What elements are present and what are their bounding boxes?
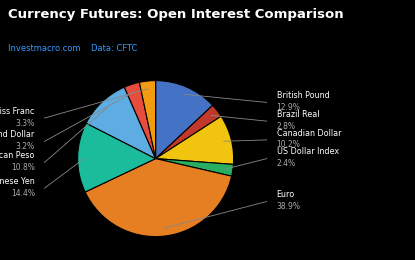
Text: Japanese Yen: Japanese Yen	[0, 177, 35, 186]
Text: New Zealand Dollar: New Zealand Dollar	[0, 130, 35, 139]
Text: British Pound: British Pound	[276, 91, 329, 100]
Text: Euro: Euro	[276, 190, 295, 199]
Text: 10.2%: 10.2%	[276, 140, 300, 150]
Text: US Dollar Index: US Dollar Index	[276, 147, 339, 157]
Wedge shape	[124, 82, 156, 159]
Wedge shape	[85, 159, 232, 237]
Wedge shape	[156, 81, 212, 159]
Text: 3.2%: 3.2%	[16, 142, 35, 151]
Text: Currency Futures: Open Interest Comparison: Currency Futures: Open Interest Comparis…	[8, 8, 344, 21]
Text: Swiss Franc: Swiss Franc	[0, 107, 35, 116]
Text: Mexican Peso: Mexican Peso	[0, 151, 35, 160]
Text: Canadian Dollar: Canadian Dollar	[276, 129, 341, 138]
Wedge shape	[156, 116, 234, 164]
Text: 12.9%: 12.9%	[276, 103, 300, 112]
Wedge shape	[156, 159, 233, 176]
Wedge shape	[78, 123, 156, 192]
Text: 3.3%: 3.3%	[15, 119, 35, 128]
Wedge shape	[156, 105, 221, 159]
Wedge shape	[86, 87, 156, 159]
Wedge shape	[139, 81, 156, 159]
Text: 14.4%: 14.4%	[11, 189, 35, 198]
Text: Investmacro.com    Data: CFTC: Investmacro.com Data: CFTC	[8, 44, 138, 53]
Text: 2.4%: 2.4%	[276, 159, 295, 168]
Text: 38.9%: 38.9%	[276, 202, 300, 211]
Text: 2.8%: 2.8%	[276, 122, 295, 131]
Text: 10.8%: 10.8%	[11, 163, 35, 172]
Text: Brazil Real: Brazil Real	[276, 110, 319, 119]
